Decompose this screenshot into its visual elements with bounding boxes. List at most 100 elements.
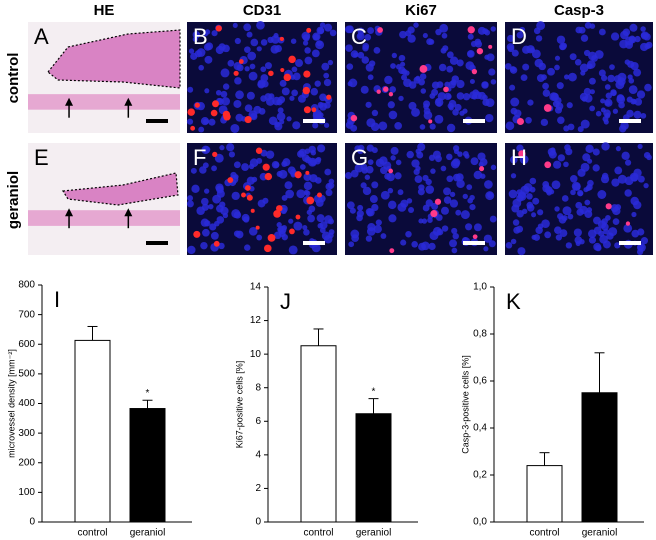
nucleus: [511, 49, 519, 57]
nucleus: [204, 188, 210, 194]
nucleus: [600, 175, 610, 184]
nucleus: [510, 97, 520, 107]
nucleus: [455, 209, 462, 216]
nucleus: [441, 225, 449, 232]
nucleus: [554, 226, 562, 234]
nucleus: [198, 64, 205, 71]
y-tick-label: 6: [255, 416, 261, 427]
bar: [355, 413, 392, 523]
nucleus: [624, 189, 632, 197]
nucleus: [509, 66, 518, 74]
scale-bar: [146, 241, 168, 245]
panel-letter: I: [54, 287, 60, 312]
nucleus: [190, 52, 198, 60]
nucleus: [483, 234, 493, 243]
nucleus: [390, 63, 396, 69]
nucleus: [589, 105, 596, 112]
nucleus: [434, 114, 444, 124]
nucleus: [233, 211, 242, 219]
stained-cell: [250, 208, 255, 213]
stained-cell: [476, 47, 484, 55]
nucleus: [467, 33, 474, 40]
nucleus: [234, 77, 242, 85]
nucleus: [631, 99, 637, 105]
nucleus: [542, 82, 549, 90]
nucleus: [310, 87, 319, 96]
nucleus: [645, 41, 653, 49]
nucleus: [221, 97, 231, 106]
nucleus: [208, 118, 216, 126]
stained-cell: [289, 228, 295, 235]
nucleus: [589, 89, 595, 95]
stained-cell: [376, 89, 381, 94]
nucleus: [260, 95, 267, 102]
nucleus: [256, 20, 265, 30]
bar: [526, 465, 563, 523]
x-tick-label: geraniol: [582, 528, 618, 539]
nucleus: [451, 227, 458, 234]
stained-cell: [295, 214, 301, 220]
nucleus: [260, 39, 268, 46]
nucleus: [531, 49, 541, 59]
nucleus: [512, 219, 520, 226]
nucleus: [400, 61, 406, 67]
nucleus: [388, 200, 397, 210]
nucleus: [579, 205, 588, 215]
nucleus: [354, 145, 362, 153]
nucleus: [413, 76, 421, 84]
nucleus: [598, 230, 605, 237]
nucleus: [460, 210, 470, 220]
nucleus: [608, 227, 618, 237]
nucleus: [437, 92, 446, 101]
nucleus: [569, 53, 577, 61]
nucleus: [260, 149, 268, 157]
nucleus: [597, 190, 607, 199]
nucleus: [574, 236, 583, 244]
nucleus: [573, 228, 582, 237]
nucleus: [588, 77, 596, 85]
nucleus: [520, 74, 528, 82]
nucleus: [563, 161, 569, 168]
stained-cell: [190, 125, 196, 131]
nucleus: [456, 92, 465, 100]
nucleus: [200, 117, 210, 126]
nucleus: [210, 231, 219, 240]
nucleus: [561, 195, 569, 202]
nucleus: [384, 172, 391, 180]
y-tick-label: 100: [18, 487, 35, 498]
nucleus: [552, 100, 560, 108]
nucleus: [508, 189, 518, 199]
nucleus: [425, 185, 435, 194]
nucleus: [489, 215, 497, 223]
nucleus: [435, 28, 442, 36]
scale-bar: [463, 241, 485, 245]
nucleus: [469, 78, 475, 84]
nucleus: [637, 228, 645, 236]
nucleus: [351, 234, 359, 242]
nucleus: [360, 163, 368, 171]
nucleus: [314, 80, 321, 87]
nucleus: [243, 23, 252, 32]
nucleus: [428, 242, 436, 251]
nucleus: [276, 170, 283, 178]
nucleus: [304, 148, 311, 155]
nucleus: [227, 59, 235, 67]
nucleus: [623, 223, 633, 233]
nucleus: [235, 230, 244, 239]
nucleus: [598, 28, 606, 36]
nucleus: [516, 210, 524, 218]
nucleus: [560, 42, 568, 50]
stained-cell: [377, 27, 383, 33]
nucleus: [256, 46, 262, 52]
nucleus: [637, 143, 643, 149]
nucleus: [605, 215, 611, 221]
nucleus: [204, 88, 210, 94]
stained-cell: [227, 177, 234, 183]
nucleus: [215, 89, 222, 96]
nucleus: [600, 74, 608, 82]
nucleus: [612, 218, 620, 225]
nucleus: [208, 203, 214, 210]
nucleus: [219, 201, 226, 208]
nucleus: [361, 56, 370, 64]
nucleus: [630, 61, 639, 71]
